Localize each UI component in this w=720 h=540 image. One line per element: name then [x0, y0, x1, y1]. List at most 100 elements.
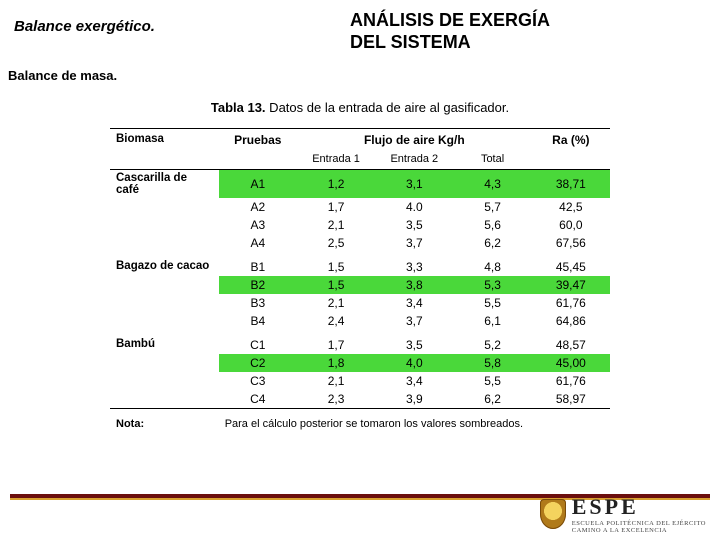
table-row: BambúC11,73,55,248,57: [110, 336, 610, 354]
cell: 6,1: [453, 312, 531, 330]
cell: 2,1: [297, 216, 375, 234]
cell: A1: [219, 170, 297, 199]
table-row: C42,33,96,258,97: [110, 390, 610, 409]
th-total: Total: [453, 151, 531, 170]
cell: 60,0: [532, 216, 610, 234]
cell: 3,5: [375, 336, 453, 354]
biomass-label: Bambú: [110, 336, 219, 354]
cell: 2,3: [297, 390, 375, 409]
table-row: B21,53,85,339,47: [110, 276, 610, 294]
th-entrada2: Entrada 2: [375, 151, 453, 170]
table-row: C21,84,05,845,00: [110, 354, 610, 372]
biomass-label: [110, 390, 219, 409]
cell: C2: [219, 354, 297, 372]
shield-icon: [540, 499, 566, 529]
th-biomasa: Biomasa: [110, 129, 219, 152]
cell: 4,0: [375, 354, 453, 372]
cell: B3: [219, 294, 297, 312]
table-row: B42,43,76,164,86: [110, 312, 610, 330]
cell: 1,8: [297, 354, 375, 372]
cell: 48,57: [532, 336, 610, 354]
cell: 5,6: [453, 216, 531, 234]
header-right-line1: ANÁLISIS DE EXERGÍA: [350, 10, 550, 32]
cell: 1,2: [297, 170, 375, 199]
biomass-label: Cascarilla de café: [110, 170, 219, 199]
cell: B1: [219, 258, 297, 276]
cell: 3,5: [375, 216, 453, 234]
table-row: C32,13,45,561,76: [110, 372, 610, 390]
data-table: Biomasa Pruebas Flujo de aire Kg/h Ra (%…: [110, 128, 610, 432]
cell: C4: [219, 390, 297, 409]
cell: 5,5: [453, 294, 531, 312]
cell: 39,47: [532, 276, 610, 294]
cell: 58,97: [532, 390, 610, 409]
biomass-label: [110, 234, 219, 252]
cell: 2,1: [297, 294, 375, 312]
cell: 3,7: [375, 234, 453, 252]
header-left: Balance exergético.: [14, 18, 155, 35]
cell: A3: [219, 216, 297, 234]
table-row: A32,13,55,660,0: [110, 216, 610, 234]
cell: 45,45: [532, 258, 610, 276]
table-row: A21,74.05,742,5: [110, 198, 610, 216]
logo-line1: ESCUELA POLITÉCNICA DEL EJÉRCITO: [572, 520, 706, 527]
cell: 2,5: [297, 234, 375, 252]
caption-rest: Datos de la entrada de aire al gasificad…: [266, 100, 510, 115]
cell: 3,7: [375, 312, 453, 330]
header-right-line2: DEL SISTEMA: [350, 32, 550, 54]
cell: 6,2: [453, 234, 531, 252]
cell: 2,4: [297, 312, 375, 330]
footer-logo: ESPE ESCUELA POLITÉCNICA DEL EJÉRCITO CA…: [540, 494, 706, 534]
table-row: A42,53,76,267,56: [110, 234, 610, 252]
cell: 1,7: [297, 198, 375, 216]
cell: 1,7: [297, 336, 375, 354]
th-ra: Ra (%): [532, 129, 610, 152]
note-label: Nota:: [110, 410, 219, 432]
caption-bold: Tabla 13.: [211, 100, 266, 115]
biomass-label: [110, 276, 219, 294]
cell: A4: [219, 234, 297, 252]
logo-line2: CAMINO A LA EXCELENCIA: [572, 527, 706, 534]
note-text: Para el cálculo posterior se tomaron los…: [219, 410, 610, 432]
cell: 3,9: [375, 390, 453, 409]
table-row: B32,13,45,561,76: [110, 294, 610, 312]
cell: 3,3: [375, 258, 453, 276]
cell: 38,71: [532, 170, 610, 199]
cell: 6,2: [453, 390, 531, 409]
biomass-label: [110, 294, 219, 312]
header-right: ANÁLISIS DE EXERGÍA DEL SISTEMA: [350, 10, 550, 53]
cell: 1,5: [297, 276, 375, 294]
cell: 5,3: [453, 276, 531, 294]
cell: 1,5: [297, 258, 375, 276]
cell: 42,5: [532, 198, 610, 216]
cell: 4.0: [375, 198, 453, 216]
biomass-label: [110, 312, 219, 330]
cell: B4: [219, 312, 297, 330]
cell: 5,2: [453, 336, 531, 354]
cell: 45,00: [532, 354, 610, 372]
table-row: Bagazo de cacaoB11,53,34,845,45: [110, 258, 610, 276]
cell: C3: [219, 372, 297, 390]
subheading: Balance de masa.: [8, 68, 117, 83]
cell: 4,8: [453, 258, 531, 276]
biomass-label: [110, 216, 219, 234]
cell: 64,86: [532, 312, 610, 330]
cell: 67,56: [532, 234, 610, 252]
cell: A2: [219, 198, 297, 216]
cell: 2,1: [297, 372, 375, 390]
data-table-wrap: Biomasa Pruebas Flujo de aire Kg/h Ra (%…: [110, 128, 610, 432]
th-entrada1: Entrada 1: [297, 151, 375, 170]
cell: 5,5: [453, 372, 531, 390]
biomass-label: [110, 198, 219, 216]
th-flujo: Flujo de aire Kg/h: [297, 129, 532, 152]
biomass-label: [110, 354, 219, 372]
table-row: Cascarilla de caféA11,23,14,338,71: [110, 170, 610, 199]
biomass-label: Bagazo de cacao: [110, 258, 219, 276]
cell: 61,76: [532, 294, 610, 312]
cell: 3,1: [375, 170, 453, 199]
biomass-label: [110, 372, 219, 390]
th-pruebas: Pruebas: [219, 129, 297, 152]
cell: 3,4: [375, 294, 453, 312]
cell: B2: [219, 276, 297, 294]
cell: 61,76: [532, 372, 610, 390]
